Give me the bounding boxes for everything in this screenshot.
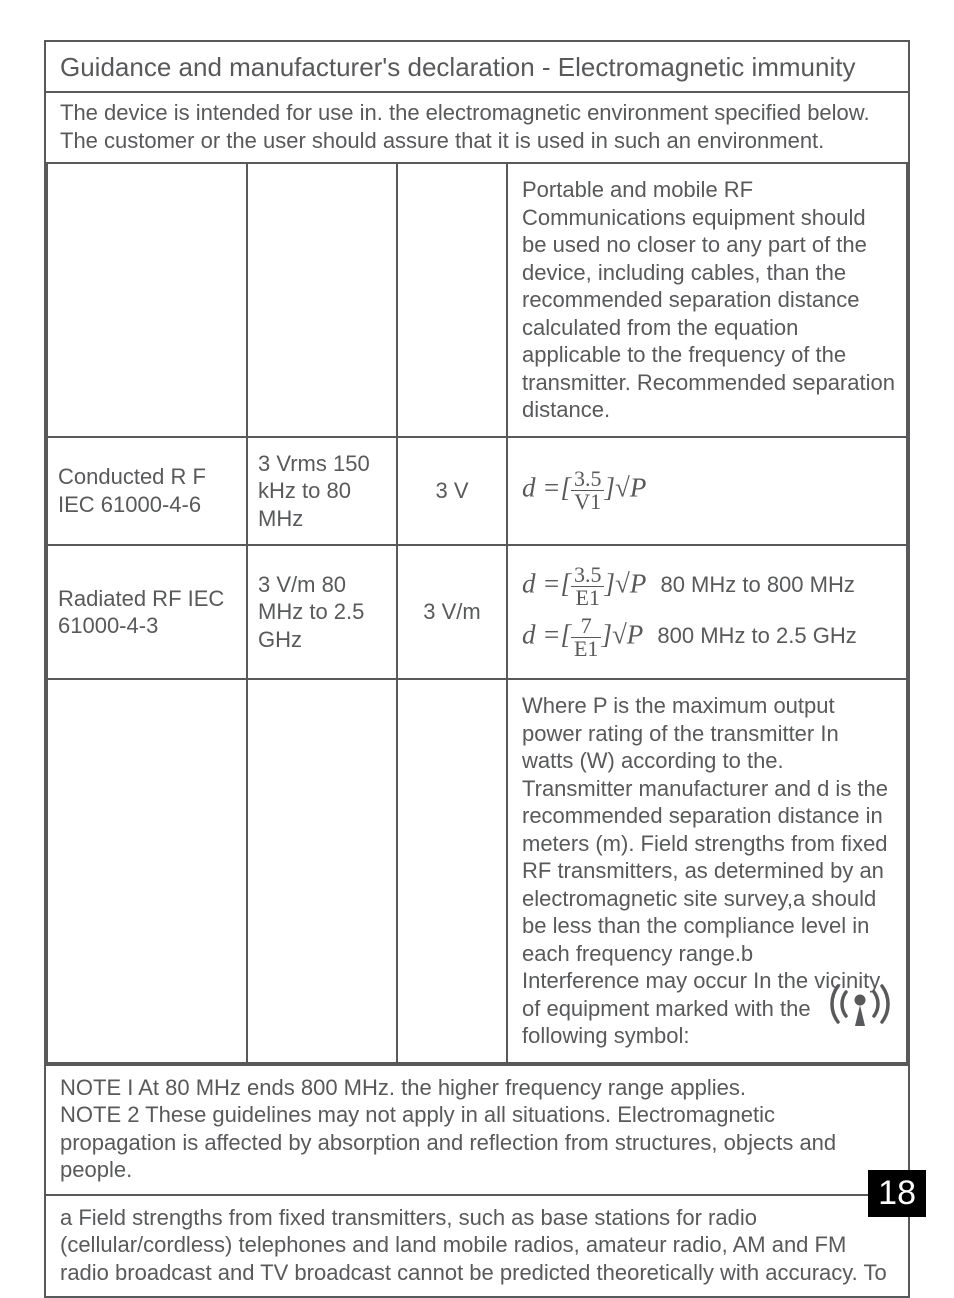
cell-conducted-level: 3 Vrms 150 kHz to 80 MHz [247,437,397,546]
cell-empty [397,679,507,1063]
table-row: Portable and mobile RF Communications eq… [47,163,907,437]
table-row: Conducted R F IEC 61000-4-6 3 Vrms 150 k… [47,437,907,546]
cell-conducted-test: Conducted R F IEC 61000-4-6 [47,437,247,546]
table-row: Radiated RF IEC 61000-4-3 3 V/m 80 MHz t… [47,545,907,679]
cell-empty [47,163,247,437]
formula-radiated-1: d =[3.5E1]√P [522,564,646,609]
notes-block: NOTE I At 80 MHz ends 800 MHz. the highe… [46,1064,908,1194]
cell-radiated-level: 3 V/m 80 MHz to 2.5 GHz [247,545,397,679]
cell-empty [47,679,247,1063]
note-1: NOTE I At 80 MHz ends 800 MHz. the highe… [60,1074,894,1102]
cell-guidance-intro: Portable and mobile RF Communications eq… [507,163,907,437]
cell-empty [397,163,507,437]
table-title: Guidance and manufacturer's declaration … [46,42,908,91]
cell-conducted-compliance: 3 V [397,437,507,546]
note-2: NOTE 2 These guidelines may not apply in… [60,1101,894,1184]
where-tail: Interference may occur In the vicinity o… [522,968,880,1048]
page-number: 18 [868,1170,926,1217]
cell-radiated-test: Radiated RF IEC 61000-4-3 [47,545,247,679]
intro-text: The device is intended for use in. the e… [46,91,908,162]
range-2: 800 MHz to 2.5 GHz [657,623,856,648]
where-text: Where P is the maximum output power rati… [522,693,888,966]
cell-radiated-compliance: 3 V/m [397,545,507,679]
immunity-table: Portable and mobile RF Communications eq… [46,162,908,1064]
table-row: Where P is the maximum output power rati… [47,679,907,1063]
formula-radiated-2: d =[7E1]√P [522,615,643,660]
range-1: 80 MHz to 800 MHz [660,572,854,597]
footnote-a: a Field strengths from fixed transmitter… [46,1194,908,1297]
cell-empty [247,163,397,437]
cell-radiated-formula: d =[3.5E1]√P 80 MHz to 800 MHz d =[7E1]√… [507,545,907,679]
cell-where-note: Where P is the maximum output power rati… [507,679,907,1063]
cell-empty [247,679,397,1063]
cell-conducted-formula: d =[3.5V1]√P [507,437,907,546]
formula-conducted: d =[3.5V1]√P [522,468,646,513]
